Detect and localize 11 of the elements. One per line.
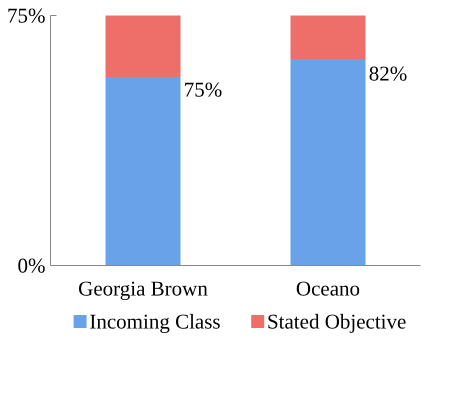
annotation: 75% [184,78,222,102]
x-tick-label: Oceano [296,276,360,300]
annotation: 82% [368,61,408,86]
bar [290,58,366,266]
bar [106,16,180,77]
bar [106,76,180,266]
bar [290,16,366,60]
legend-label: Stated Objective [266,310,406,334]
x-tick-label: Georgia Brown [78,276,208,300]
y-tick-label: 0% [18,254,46,278]
legend-label: Incoming Class [89,310,221,334]
